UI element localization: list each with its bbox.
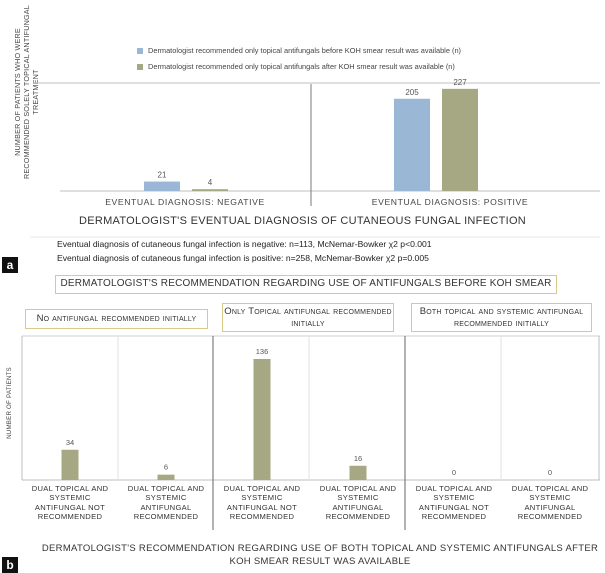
bar-b-1 — [61, 449, 79, 480]
legend-swatch-before — [137, 47, 143, 54]
category-label-b-2: DUAL TOPICAL AND SYSTEMIC ANTIFUNGAL RECOMM… — [118, 484, 214, 522]
category-label-line: RECOMMENDED — [133, 512, 199, 522]
category-label-line: DUAL TOPICAL AND — [31, 484, 109, 493]
panel-b-header: DERMATOLOGIST'S RECOMMENDATION REGARDING… — [55, 275, 557, 294]
category-label-b-3: DUAL TOPICAL AND SYSTEMIC ANTIFUNGAL NOT RE… — [214, 484, 310, 522]
category-label-line: DUAL TOPICAL AND — [319, 484, 397, 493]
bar-b-2 — [157, 474, 175, 480]
data-label-b-3: 136 — [256, 347, 269, 356]
bar-positive-after — [442, 88, 478, 191]
category-label-line: RECOMMENDED — [325, 512, 391, 522]
data-label-b-1: 34 — [66, 438, 74, 447]
category-label-line: ANTIFUNGAL NOT — [418, 502, 490, 512]
bar-b-3 — [253, 359, 271, 480]
category-label-line: SYSTEMIC — [145, 493, 187, 503]
panel-b-marks: 34 6 136 16 0 0 — [61, 347, 552, 480]
legend-label-after: Dermatologist recommended only topical a… — [148, 62, 455, 71]
group-label-both: Both topical and systemic antifungal rec… — [411, 303, 592, 332]
group-label-only-topical: Only Topical antifungal recommended init… — [222, 303, 394, 332]
legend-label-before: Dermatologist recommended only topical a… — [148, 46, 462, 55]
data-label-positive-after: 227 — [453, 78, 467, 87]
category-label-line: ANTIFUNGAL NOT — [226, 502, 298, 512]
category-label-negative: EVENTUAL DIAGNOSIS: NEGATIVE — [105, 197, 265, 207]
category-label-line: ANTIFUNGAL — [140, 502, 192, 512]
data-label-negative-before: 21 — [158, 171, 167, 180]
category-label-line: ANTIFUNGAL NOT — [34, 502, 106, 512]
category-label-line: SYSTEMIC — [241, 493, 283, 503]
category-label-line: RECOMMENDED — [37, 512, 103, 522]
group-label-no-antifungal: No antifungal recommended initially — [25, 309, 208, 329]
panel-b-title: DERMATOLOGIST'S RECOMMENDATION REGARDING… — [41, 543, 599, 567]
bar-negative-before — [144, 181, 180, 191]
category-label-b-5: DUAL TOPICAL AND SYSTEMIC ANTIFUNGAL NOT RE… — [406, 484, 502, 522]
category-label-line: DUAL TOPICAL AND — [127, 484, 205, 493]
category-label-b-6: DUAL TOPICAL AND SYSTEMIC ANTIFUNGAL RECOMM… — [502, 484, 598, 522]
legend-item-before: Dermatologist recommended only topical a… — [137, 46, 461, 55]
panel-a-title: DERMATOLOGIST'S EVENTUAL DIAGNOSIS OF CU… — [78, 215, 527, 227]
panel-a-tag: a — [2, 257, 18, 273]
data-label-positive-before: 205 — [405, 88, 419, 97]
category-label-line: RECOMMENDED — [229, 512, 295, 522]
category-label-line: ANTIFUNGAL — [332, 502, 384, 512]
legend-swatch-after — [137, 63, 143, 70]
category-label-line: SYSTEMIC — [337, 493, 379, 503]
category-label-line: DUAL TOPICAL AND — [415, 484, 493, 493]
stat-line-positive: Eventual diagnosis of cutaneous fungal i… — [57, 253, 429, 263]
bar-positive-before — [394, 98, 430, 191]
category-label-line: SYSTEMIC — [433, 493, 475, 503]
bar-negative-after — [192, 189, 228, 191]
category-label-line: DUAL TOPICAL AND — [511, 484, 589, 493]
category-label-line: SYSTEMIC — [49, 493, 91, 503]
panel-b-tag: b — [2, 557, 18, 573]
category-label-line: RECOMMENDED — [421, 512, 487, 522]
data-label-b-2: 6 — [164, 463, 168, 472]
data-label-b-4: 16 — [354, 454, 362, 463]
category-label-b-4: DUAL TOPICAL AND SYSTEMIC ANTIFUNGAL RECOMM… — [310, 484, 406, 522]
category-label-line: DUAL TOPICAL AND — [223, 484, 301, 493]
panel-a-marks: 21 4 205 227 — [144, 78, 478, 191]
category-label-positive: EVENTUAL DIAGNOSIS: POSITIVE — [371, 197, 529, 207]
data-label-b-6: 0 — [548, 468, 552, 477]
category-label-line: ANTIFUNGAL — [524, 502, 576, 512]
data-label-b-5: 0 — [452, 468, 456, 477]
category-label-b-1: DUAL TOPICAL AND SYSTEMIC ANTIFUNGAL NOT RE… — [22, 484, 118, 522]
stat-line-negative: Eventual diagnosis of cutaneous fungal i… — [57, 239, 432, 249]
bar-b-4 — [349, 465, 367, 480]
data-label-negative-after: 4 — [208, 178, 213, 187]
legend-item-after: Dermatologist recommended only topical a… — [137, 62, 455, 71]
category-label-line: SYSTEMIC — [529, 493, 571, 503]
category-label-line: RECOMMENDED — [517, 512, 583, 522]
